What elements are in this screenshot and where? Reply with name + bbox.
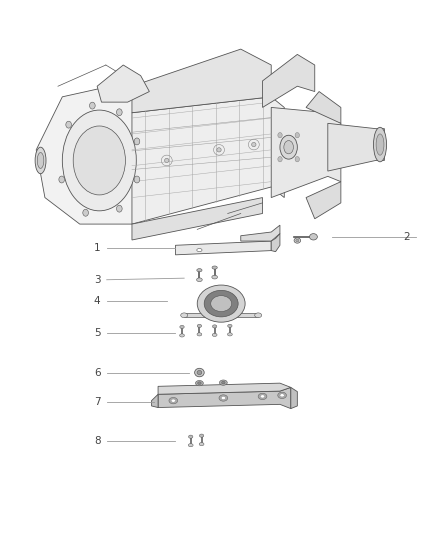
Ellipse shape (197, 370, 202, 375)
Polygon shape (306, 92, 341, 123)
Ellipse shape (296, 239, 299, 242)
Polygon shape (97, 65, 149, 102)
Ellipse shape (197, 324, 201, 327)
Ellipse shape (204, 290, 238, 317)
Text: 4: 4 (94, 296, 100, 306)
Ellipse shape (180, 334, 184, 337)
Ellipse shape (228, 324, 232, 327)
Ellipse shape (197, 285, 245, 322)
Polygon shape (241, 225, 280, 241)
Polygon shape (132, 49, 271, 113)
Ellipse shape (171, 399, 176, 402)
Ellipse shape (37, 152, 44, 168)
Ellipse shape (35, 147, 46, 174)
Polygon shape (271, 233, 280, 252)
Text: 1: 1 (94, 243, 100, 253)
Ellipse shape (199, 434, 204, 437)
Ellipse shape (221, 397, 226, 400)
Ellipse shape (217, 148, 221, 152)
Polygon shape (328, 123, 385, 171)
Ellipse shape (376, 134, 384, 155)
Ellipse shape (278, 157, 282, 162)
Ellipse shape (197, 269, 202, 272)
Ellipse shape (278, 133, 282, 138)
Ellipse shape (188, 443, 193, 447)
Text: 3: 3 (94, 274, 100, 285)
Ellipse shape (197, 333, 202, 336)
Ellipse shape (188, 435, 193, 438)
Ellipse shape (295, 157, 300, 162)
Ellipse shape (211, 296, 232, 312)
Ellipse shape (278, 392, 286, 399)
Ellipse shape (62, 110, 136, 211)
Ellipse shape (117, 109, 122, 116)
Ellipse shape (134, 176, 140, 183)
Text: 7: 7 (94, 397, 100, 407)
Ellipse shape (219, 395, 228, 401)
Ellipse shape (212, 266, 217, 269)
Ellipse shape (66, 121, 71, 128)
Ellipse shape (195, 381, 203, 386)
Ellipse shape (212, 333, 217, 336)
Ellipse shape (254, 313, 261, 318)
Ellipse shape (374, 127, 387, 162)
Ellipse shape (310, 233, 318, 240)
Polygon shape (36, 86, 167, 224)
Polygon shape (306, 182, 341, 219)
Ellipse shape (212, 275, 218, 279)
Ellipse shape (181, 313, 187, 318)
Ellipse shape (284, 141, 293, 154)
Text: 6: 6 (94, 368, 100, 377)
Polygon shape (184, 313, 258, 317)
Ellipse shape (295, 133, 300, 138)
Polygon shape (132, 97, 284, 224)
Polygon shape (271, 108, 341, 198)
Ellipse shape (59, 176, 64, 183)
Polygon shape (262, 54, 315, 108)
Polygon shape (158, 383, 291, 394)
Ellipse shape (165, 158, 169, 163)
Text: 8: 8 (94, 437, 100, 447)
Polygon shape (132, 198, 262, 240)
Ellipse shape (260, 395, 265, 398)
Text: 2: 2 (403, 232, 410, 243)
Ellipse shape (197, 278, 202, 281)
Ellipse shape (198, 382, 201, 384)
Ellipse shape (134, 138, 140, 145)
Ellipse shape (199, 442, 204, 446)
Ellipse shape (169, 398, 178, 404)
Ellipse shape (180, 325, 184, 328)
Ellipse shape (258, 393, 267, 400)
Ellipse shape (194, 368, 204, 377)
Ellipse shape (280, 135, 297, 159)
Text: 5: 5 (94, 328, 100, 338)
Polygon shape (158, 387, 291, 409)
Ellipse shape (219, 380, 227, 385)
Ellipse shape (280, 394, 284, 397)
Ellipse shape (117, 205, 122, 212)
Ellipse shape (227, 333, 232, 336)
Ellipse shape (294, 238, 300, 243)
Ellipse shape (89, 102, 95, 109)
Polygon shape (291, 387, 297, 409)
Ellipse shape (83, 209, 88, 216)
Ellipse shape (252, 142, 256, 147)
Ellipse shape (197, 248, 202, 252)
Ellipse shape (222, 381, 225, 384)
Polygon shape (176, 241, 271, 255)
Ellipse shape (73, 126, 125, 195)
Ellipse shape (212, 325, 217, 328)
Polygon shape (152, 394, 158, 408)
